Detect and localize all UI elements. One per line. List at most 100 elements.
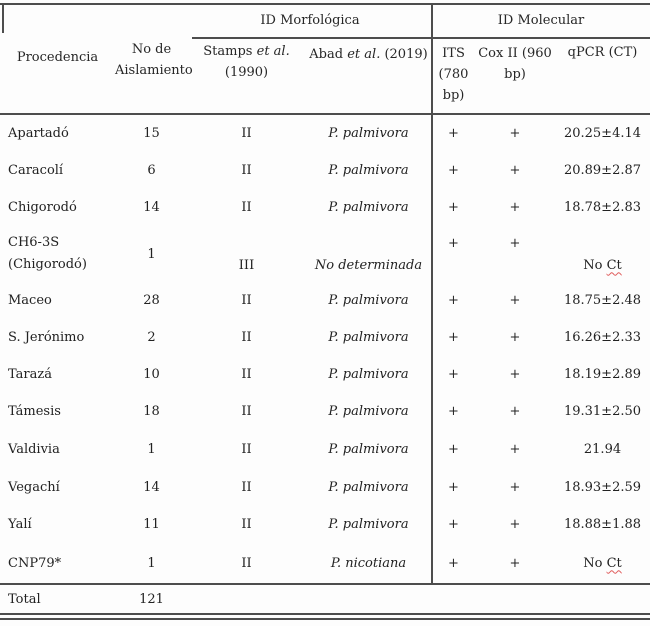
cell-abad: P. palmivora	[328, 517, 409, 532]
bottom-rule-1	[0, 613, 650, 615]
cell-cox: +	[509, 555, 521, 571]
cell-procedencia: Támesis	[8, 404, 61, 419]
cell-cox: +	[509, 235, 521, 251]
cell-stamps: II	[241, 404, 252, 419]
cell-cox: +	[509, 200, 521, 215]
table-row: Apartadó 15 II P. palmivora + + 20.25±4.…	[0, 115, 650, 152]
cell-procedencia: Valdivia	[8, 441, 60, 457]
cell-its: +	[448, 479, 459, 495]
cell-its: +	[448, 367, 459, 382]
cell-cox: +	[509, 126, 521, 141]
cell-aislamientos: 1	[147, 441, 156, 457]
cell-cox: +	[509, 517, 521, 532]
cell-procedencia: Vegachí	[8, 479, 60, 495]
cell-qpcr: 19.31±2.50	[563, 404, 642, 419]
cell-qpcr: 18.75±2.48	[563, 293, 642, 308]
table-row: CH6-3S (Chigorodó) 1 III No determinada …	[0, 226, 650, 282]
table-row: Támesis 18 II P. palmivora + + 19.31±2.5…	[0, 393, 650, 430]
cell-abad: P. palmivora	[328, 404, 409, 419]
cell-abad: P. nicotiana	[330, 555, 407, 571]
cell-its: +	[448, 235, 459, 251]
col-header-its: ITS (780 bp)	[438, 46, 469, 103]
cell-abad: No determinada	[314, 257, 423, 273]
cell-its: +	[448, 163, 459, 178]
table-body: Apartadó 15 II P. palmivora + + 20.25±4.…	[0, 115, 650, 583]
cell-stamps: II	[241, 555, 252, 571]
cell-qpcr: 20.89±2.87	[563, 163, 642, 178]
table-row: Valdivia 1 II P. palmivora + + 21.94	[0, 430, 650, 468]
cell-procedencia: S. Jerónimo	[8, 330, 85, 345]
cell-abad: P. palmivora	[328, 293, 409, 308]
cell-cox: +	[509, 367, 521, 382]
cell-qpcr: 18.93±2.59	[563, 479, 642, 495]
cell-abad: P. palmivora	[328, 441, 409, 457]
cell-its: +	[448, 330, 459, 345]
cell-aislamientos: 28	[143, 293, 160, 308]
cell-abad: P. palmivora	[328, 126, 409, 141]
col-header-aislamiento: No de Aislamiento	[115, 42, 193, 78]
cell-stamps: II	[241, 163, 252, 178]
cell-its: +	[448, 555, 459, 571]
cell-qpcr: 16.26±2.33	[563, 330, 642, 345]
cell-aislamientos: 14	[143, 200, 160, 215]
cell-aislamientos: 18	[143, 404, 160, 419]
table-row: S. Jerónimo 2 II P. palmivora + + 16.26±…	[0, 319, 650, 356]
table-row: Vegachí 14 II P. palmivora + + 18.93±2.5…	[0, 468, 650, 506]
group-header-underline	[192, 37, 650, 39]
col-header-procedencia: Procedencia	[16, 50, 99, 65]
cell-stamps: II	[241, 293, 252, 308]
cell-abad: P. palmivora	[328, 367, 409, 382]
left-edge-tick	[2, 3, 4, 33]
cell-cox: +	[509, 404, 521, 419]
cell-its: +	[448, 293, 459, 308]
cell-stamps: II	[241, 441, 252, 457]
table-row: Caracolí 6 II P. palmivora + + 20.89±2.8…	[0, 152, 650, 189]
cell-total-value: 121	[139, 591, 164, 607]
cell-aislamientos: 15	[143, 126, 160, 141]
spellcheck-underlined-text: Ct	[606, 555, 622, 571]
cell-cox: +	[509, 293, 521, 308]
cell-procedencia: Maceo	[8, 293, 52, 308]
cell-its: +	[448, 441, 459, 457]
bottom-rule-2	[0, 618, 650, 620]
cell-qpcr: 18.19±2.89	[563, 367, 642, 382]
cell-stamps: II	[241, 479, 252, 495]
cell-aislamientos: 10	[143, 367, 160, 382]
cell-procedencia: CH6-3S (Chigorodó)	[8, 235, 87, 272]
col-header-cox: Cox II (960 bp)	[478, 46, 552, 82]
col-header-abad: Abad et al. (2019)	[309, 47, 428, 62]
cell-stamps: II	[241, 367, 252, 382]
col-header-qpcr: qPCR (CT)	[567, 45, 638, 60]
cell-qpcr: 21.94	[583, 441, 622, 457]
cell-aislamientos: 2	[147, 330, 156, 345]
cell-abad: P. palmivora	[328, 163, 409, 178]
cell-its: +	[448, 404, 459, 419]
cell-abad: P. palmivora	[328, 200, 409, 215]
cell-abad: P. palmivora	[328, 479, 409, 495]
cell-cox: +	[509, 330, 521, 345]
cell-qpcr: No Ct	[583, 555, 622, 571]
table-row: Tarazá 10 II P. palmivora + + 18.19±2.89	[0, 356, 650, 393]
cell-qpcr: 18.88±1.88	[563, 517, 642, 532]
cell-total-label: Total	[8, 591, 41, 607]
cell-procedencia: CNP79*	[8, 555, 62, 571]
spellcheck-underlined-text: Ct	[606, 257, 622, 273]
cell-its: +	[448, 200, 459, 215]
cell-stamps: II	[241, 200, 252, 215]
header-bottom-rule	[0, 113, 650, 115]
total-row: Total 121	[0, 585, 650, 613]
group-header-morfologica: ID Morfológica	[260, 13, 360, 28]
col-header-stamps: Stamps et al. (1990)	[203, 44, 290, 80]
cell-qpcr: 20.25±4.14	[563, 126, 642, 141]
cell-procedencia: Tarazá	[8, 367, 52, 382]
cell-aislamientos: 11	[143, 517, 160, 532]
cell-cox: +	[509, 479, 521, 495]
cell-abad: P. palmivora	[328, 330, 409, 345]
cell-stamps: II	[241, 126, 252, 141]
cell-cox: +	[509, 441, 521, 457]
table-row: CNP79* 1 II P. nicotiana + + No Ct	[0, 543, 650, 583]
top-rule	[0, 3, 650, 5]
cell-stamps: II	[241, 517, 252, 532]
cell-its: +	[448, 517, 459, 532]
